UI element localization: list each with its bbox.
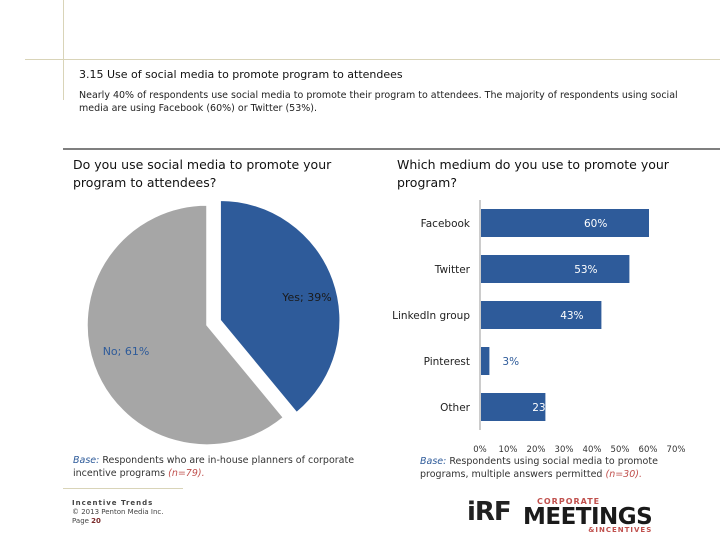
bar-base-text: Respondents using social media to promot… [420, 456, 658, 480]
footer-divider [63, 488, 183, 489]
slide-title: 3.15 Use of social media to promote prog… [79, 68, 403, 81]
pie-base-note: Base: Respondents who are in-house plann… [73, 454, 383, 480]
bar-tick-label: 40% [583, 445, 602, 455]
bar-value-label: 3% [502, 356, 519, 368]
bar-base-label: Base: [420, 456, 447, 467]
pie-label-no: No; 61% [103, 345, 150, 358]
bar-chart: Facebook 60% Twitter 53% LinkedIn group 43% Pi… [392, 200, 685, 455]
slide-subtitle: Nearly 40% of respondents use social med… [79, 90, 678, 114]
pie-slice-yes [219, 199, 341, 414]
bar-category-label: LinkedIn group [392, 310, 470, 322]
bar-tick-label: 10% [499, 445, 518, 455]
bar-category-label: Twitter [434, 264, 471, 276]
bar-base-note: Base: Respondents using social media to … [420, 455, 690, 481]
footer: Incentive Trends © 2013 Penton Media Inc… [72, 499, 164, 526]
pie-base-n: (n=79). [168, 468, 205, 479]
bar-tick-label: 30% [555, 445, 574, 455]
footer-copyright: © 2013 Penton Media Inc. [72, 508, 164, 516]
meetings-logo-corporate: CORPORATE [537, 497, 601, 506]
bar-value-label: 53% [574, 264, 597, 276]
bar-facebook [481, 209, 649, 237]
meetings-logo-incentives: &INCENTIVES [588, 526, 653, 534]
bar-category-label: Other [440, 402, 470, 414]
bar-tick-label: 60% [639, 445, 658, 455]
irf-logo: iRF [467, 497, 512, 527]
meetings-logo-meetings: MEETINGS [523, 504, 653, 530]
decor-horizontal-line [25, 59, 720, 60]
bar-tick-label: 0% [473, 445, 487, 455]
bar-twitter [481, 255, 630, 283]
bar-question: Which medium do you use to promote your … [397, 157, 669, 190]
bar-value-label: 43% [560, 310, 583, 322]
footer-page-label: Page [72, 517, 92, 525]
decor-vertical-line [63, 0, 64, 100]
pie-chart: Yes; 39% No; 61% [86, 199, 341, 446]
pie-slice-no [86, 204, 285, 446]
pie-base-label: Base: [73, 455, 100, 466]
bar-other [481, 393, 546, 421]
footer-title: Incentive Trends [72, 499, 154, 507]
irf-logo-text: iRF [467, 497, 512, 527]
bar-value-label: 23% [532, 402, 555, 414]
bar-pinterest [481, 347, 490, 375]
footer-page-number: 20 [91, 517, 101, 525]
pie-label-yes: Yes; 39% [281, 291, 331, 304]
bar-tick-label: 20% [527, 445, 546, 455]
footer-page: Page 20 [72, 517, 164, 526]
bar-category-label: Facebook [421, 218, 471, 230]
pie-base-text: Respondents who are in-house planners of… [73, 455, 355, 479]
bar-base-n: (n=30). [605, 469, 643, 480]
pie-question: Do you use social media to promote your … [73, 157, 332, 190]
divider-band [63, 148, 720, 150]
bar-linkedin-group [481, 301, 602, 329]
bar-tick-label: 50% [611, 445, 630, 455]
bar-category-label: Pinterest [424, 356, 470, 368]
bar-tick-label: 70% [667, 445, 686, 455]
meetings-logo: CORPORATE MEETINGS &INCENTIVES [523, 497, 653, 534]
bar-value-label: 60% [584, 218, 607, 230]
